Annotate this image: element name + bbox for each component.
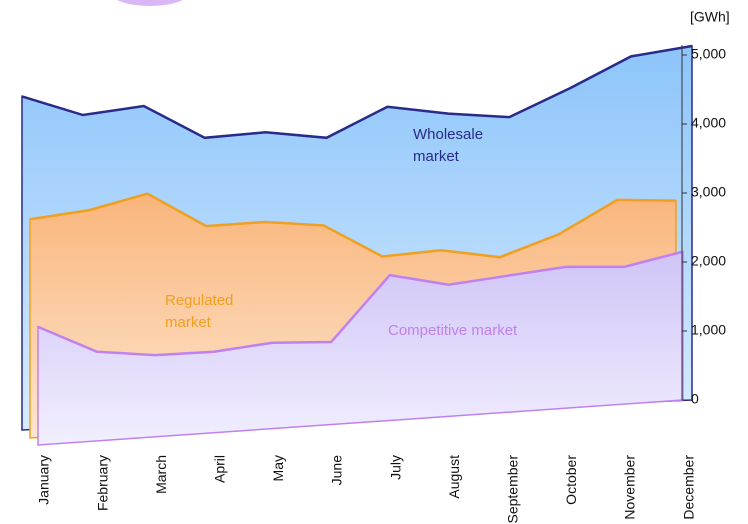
x-tick-label: November bbox=[622, 455, 638, 520]
y-tick-label: 1,000 bbox=[691, 322, 726, 338]
y-tick-label: 0 bbox=[691, 391, 699, 407]
y-tick-label: 2,000 bbox=[691, 253, 726, 269]
series-label: Regulated market bbox=[165, 292, 234, 331]
y-tick-label: 4,000 bbox=[691, 115, 726, 131]
x-tick-label: October bbox=[563, 455, 579, 505]
x-tick-label: February bbox=[94, 455, 110, 511]
series-label: Wholesale market bbox=[413, 126, 484, 165]
unit-label: [GWh] bbox=[690, 9, 730, 25]
x-tick-label: September bbox=[505, 455, 521, 524]
y-tick-label: 3,000 bbox=[691, 184, 726, 200]
x-tick-label: July bbox=[387, 455, 403, 480]
x-tick-label: April bbox=[212, 455, 228, 483]
series-label: Competitive market bbox=[388, 322, 518, 339]
line bbox=[21, 44, 693, 140]
decoration bbox=[117, 0, 183, 6]
x-tick-label: December bbox=[680, 455, 696, 520]
line bbox=[29, 192, 677, 259]
x-tick-label: March bbox=[153, 455, 169, 494]
x-tick-label: August bbox=[446, 455, 462, 499]
line bbox=[37, 250, 684, 357]
x-tick-label: May bbox=[270, 455, 286, 481]
x-tick-label: January bbox=[36, 455, 52, 505]
y-tick-label: 5,000 bbox=[691, 46, 726, 62]
x-tick-label: June bbox=[329, 455, 345, 486]
